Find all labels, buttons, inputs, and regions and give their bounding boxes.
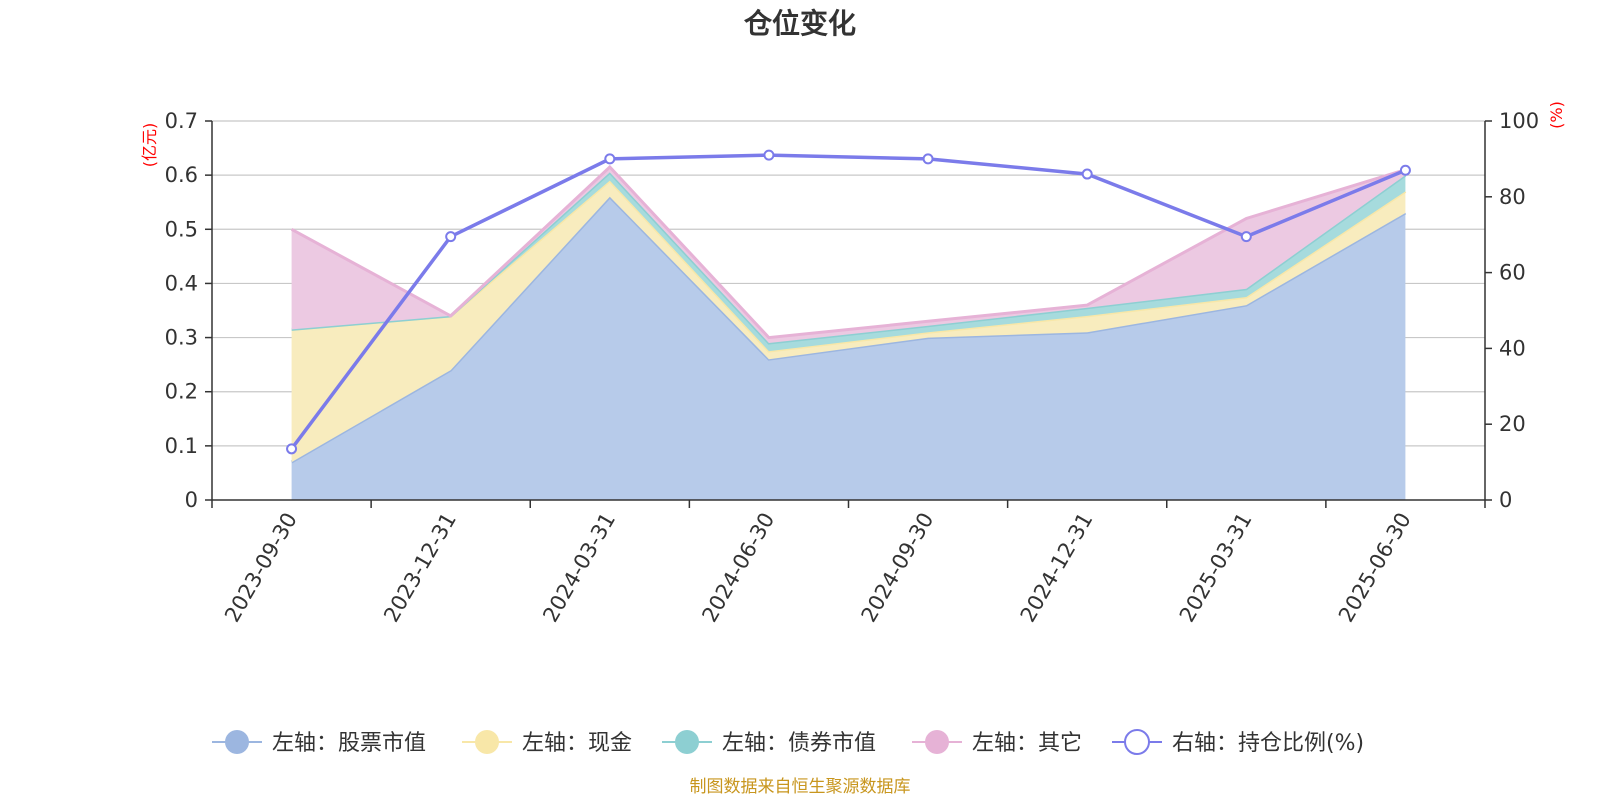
legend-label: 左轴：股票市值 [272,731,426,756]
ratio-line-path [290,153,1407,450]
legend-item: 左轴：现金 [462,730,632,756]
right-tick-label: 20 [1499,412,1526,436]
right-axis-ticks: 0 20 40 60 80 100 [1485,109,1539,512]
legend-item: 右轴：持仓比例(%) [1112,729,1364,756]
x-tick-label: 2024-06-30 [697,509,779,627]
ratio-point [286,443,298,455]
left-tick-label: 0 [185,488,198,512]
x-tick-label: 2024-03-31 [538,509,620,627]
legend-label: 左轴：现金 [522,731,632,756]
legend-item: 左轴：股票市值 [212,730,426,756]
left-axis-ticks: 0 0.1 0.2 0.3 0.4 0.5 0.6 0.7 [165,109,212,512]
area-左轴：债券市值 [291,172,1406,352]
x-tick-label: 2023-09-30 [220,509,302,627]
chart-title: 仓位变化 [744,7,856,40]
legend-marker [675,730,699,754]
left-tick-label: 0.3 [165,326,198,350]
left-axis-unit: (亿元) [140,123,159,168]
data-source-note: 制图数据来自恒生聚源数据库 [690,777,911,797]
left-tick-label: 0.5 [165,217,198,241]
x-tick-label: 2023-12-31 [379,509,461,627]
x-axis-ticks: 2023-09-30 2023-12-31 2024-03-31 2024-06-30… [211,500,1486,627]
right-axis-unit: (%) [1547,101,1566,129]
ratio-point [1399,164,1411,176]
legend-marker [925,730,949,754]
legend-item: 左轴：债券市值 [662,730,876,756]
x-tick-label: 2025-03-31 [1175,509,1257,627]
ratio-point [763,149,775,161]
legend-item: 左轴：其它 [912,730,1082,756]
legend-label: 左轴：债券市值 [722,731,876,756]
right-tick-label: 60 [1499,261,1526,285]
left-tick-label: 0.4 [165,271,198,295]
legend-marker [1124,729,1150,755]
area-edge-左轴：其它 [290,164,1406,340]
x-tick-label: 2025-06-30 [1334,509,1416,627]
right-tick-label: 40 [1499,336,1526,360]
x-tick-label: 2024-09-30 [857,509,939,627]
legend-marker [225,730,249,754]
legend-label: 左轴：其它 [972,731,1082,756]
ratio-point [922,153,934,165]
ratio-point [445,231,457,243]
right-tick-label: 80 [1499,185,1526,209]
legend-label: 右轴：持仓比例(%) [1172,731,1364,756]
left-tick-label: 0.1 [165,434,198,458]
left-tick-label: 0.2 [165,380,198,404]
area-左轴：其它 [291,167,1406,343]
holding-ratio-line [286,149,1411,455]
ratio-point [1081,168,1093,180]
x-tick-label: 2024-12-31 [1016,509,1098,627]
right-tick-label: 0 [1499,488,1512,512]
left-tick-label: 0.6 [165,163,198,187]
legend: 左轴：股票市值 左轴：现金 左轴：债券市值 左轴：其它 右轴：持仓比例(%) [212,729,1364,756]
ratio-point [1240,231,1252,243]
ratio-point [604,153,616,165]
left-tick-label: 0.7 [165,109,198,133]
right-tick-label: 100 [1499,109,1539,133]
legend-marker [475,730,499,754]
stacked-areas [290,164,1407,501]
